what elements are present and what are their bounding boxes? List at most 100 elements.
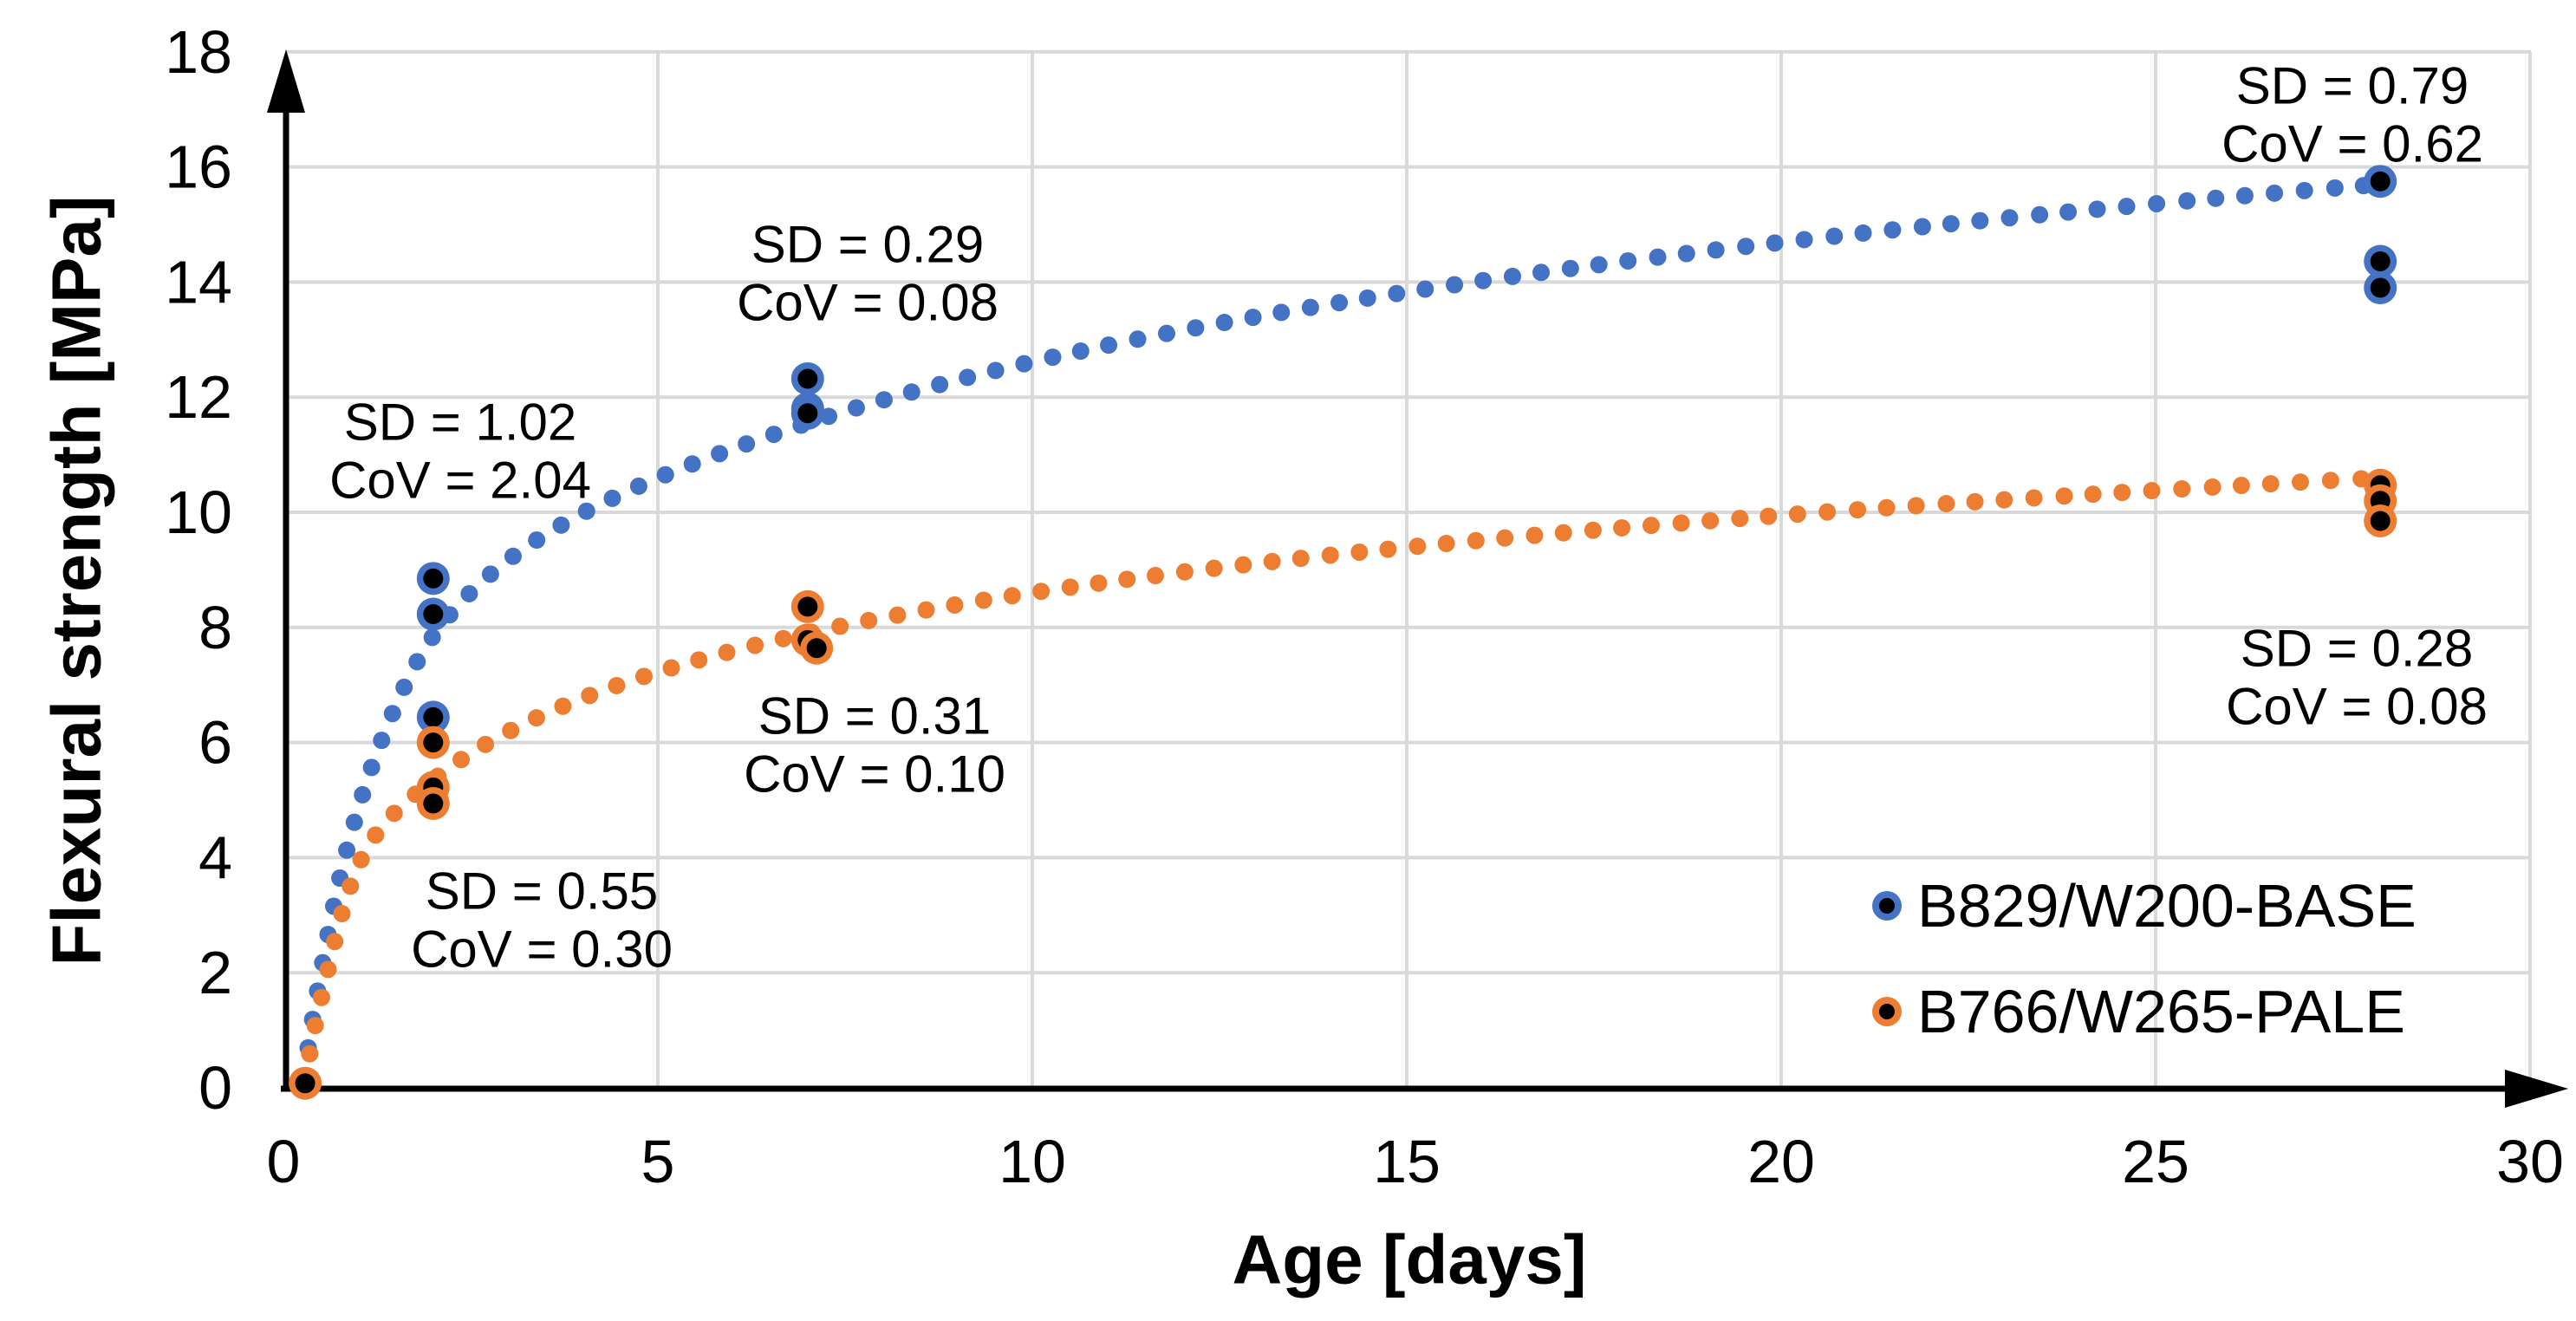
- data-point-marker-center: [423, 732, 444, 753]
- trendline-dot: [1590, 256, 1608, 274]
- trendline-dot: [662, 659, 680, 677]
- trendline-dot: [1291, 550, 1310, 568]
- trendline-dot: [1503, 267, 1521, 285]
- trendline-dot: [527, 709, 545, 727]
- trendline-dot: [1995, 491, 2013, 509]
- trendline-dot: [1379, 540, 1397, 558]
- trendline-dot: [2295, 181, 2313, 199]
- trendline-dot: [504, 547, 522, 565]
- trendline-dot: [1446, 276, 1464, 294]
- annotation-sd-cov: SD = 1.02: [344, 394, 577, 452]
- trendline-dot: [354, 785, 372, 804]
- trendline-dot: [2173, 479, 2191, 498]
- trendline-dot: [1907, 497, 1925, 515]
- data-point-marker-center: [2370, 511, 2391, 531]
- trendline-dot: [1701, 511, 1720, 530]
- trendline-dot: [1613, 518, 1631, 537]
- trendline-dot: [1301, 298, 1319, 316]
- legend-marker-center: [1879, 1004, 1895, 1019]
- trendline-dot: [1321, 546, 1339, 564]
- trendline-dot: [1215, 314, 1233, 332]
- trendline-dot: [1760, 507, 1778, 525]
- trendline-dot: [1554, 524, 1572, 542]
- trendline-dot: [831, 617, 849, 635]
- x-tick-label: 30: [2496, 1128, 2564, 1195]
- trendline-dot: [554, 697, 572, 715]
- trendline-dot: [2059, 203, 2078, 221]
- trendline-dot: [581, 687, 599, 705]
- trendline-dot: [847, 399, 865, 417]
- trendline-dot: [860, 611, 878, 629]
- trendline-dot: [683, 455, 701, 473]
- trendline-dot: [1649, 248, 1667, 266]
- trendline-dot: [1825, 227, 1844, 245]
- annotation-sd-cov: CoV = 0.08: [2226, 678, 2488, 736]
- trendline-dot: [385, 804, 403, 823]
- trendline-dot: [1672, 514, 1690, 532]
- annotation-sd-cov: SD = 0.28: [2241, 620, 2474, 678]
- trendline-dot: [1416, 280, 1434, 298]
- data-point-marker-center: [423, 793, 444, 814]
- trendline-dot: [931, 375, 949, 394]
- trendline-dot: [1642, 517, 1660, 535]
- trendline-dot: [2326, 179, 2344, 197]
- trendline-dot: [1146, 567, 1164, 585]
- y-tick-label: 10: [165, 478, 232, 546]
- data-point-marker-center: [2370, 171, 2391, 192]
- trendline-dot: [2143, 482, 2161, 500]
- trendline-dot: [338, 841, 356, 859]
- y-tick-label: 18: [165, 18, 232, 86]
- trendline-dot: [1175, 563, 1194, 581]
- trendline-dot: [2084, 485, 2102, 504]
- trendline-dot: [1061, 578, 1079, 596]
- trendline-dot: [690, 651, 708, 669]
- trendline-dot: [1532, 264, 1551, 282]
- y-tick-label: 16: [165, 133, 232, 201]
- trendline-dot: [395, 678, 413, 696]
- trendline-dot: [577, 502, 595, 520]
- trendline-dot: [2261, 475, 2280, 493]
- trendline-dot: [917, 601, 935, 619]
- data-point-marker-center: [2370, 277, 2391, 298]
- annotation-sd-cov: CoV = 0.62: [2221, 115, 2483, 173]
- data-point-marker-center: [423, 568, 444, 589]
- legend-label: B766/W265-PALE: [1917, 978, 2405, 1045]
- trendline-dot: [1272, 303, 1291, 322]
- y-axis-arrowhead: [267, 49, 305, 113]
- trendline-dot: [1877, 498, 1896, 517]
- trendline-dot: [1854, 224, 1872, 242]
- trendline-dot: [1966, 492, 1984, 511]
- data-point-marker-center: [806, 638, 827, 659]
- trendline-dot: [1234, 556, 1252, 574]
- legend-label: B829/W200-BASE: [1917, 872, 2417, 940]
- trendline-dot: [1015, 355, 1033, 373]
- trendline-dot: [1187, 319, 1205, 337]
- trendline-dot: [1129, 330, 1147, 348]
- trendline-dot: [460, 584, 478, 602]
- trendline-dot: [1205, 559, 1223, 577]
- trendline-dot: [1388, 284, 1406, 303]
- y-tick-label: 14: [165, 248, 232, 316]
- trendline-dot: [764, 426, 783, 444]
- x-axis-arrowhead: [2505, 1070, 2568, 1108]
- trendline-dot: [1467, 531, 1485, 550]
- trendline-dot: [502, 721, 520, 739]
- trendline-dot: [1818, 503, 1837, 521]
- trendline-dot: [1561, 259, 1579, 277]
- trendline-dot: [1474, 271, 1493, 290]
- trendline-dot: [1350, 543, 1369, 561]
- trendline-dot: [383, 705, 401, 723]
- trendline-dot: [319, 960, 337, 979]
- trendline-dot: [1619, 251, 1637, 270]
- trendline-dot: [2235, 186, 2254, 205]
- trendline-dot: [1118, 570, 1136, 589]
- trendline-dot: [306, 1017, 324, 1035]
- trendline-dot: [2117, 198, 2136, 216]
- trendline-dot: [312, 988, 330, 1006]
- legend-marker-center: [1879, 898, 1895, 914]
- annotation-sd-cov: SD = 0.79: [2236, 57, 2469, 115]
- annotation-sd-cov: SD = 0.31: [758, 687, 992, 745]
- x-tick-label: 10: [999, 1128, 1066, 1195]
- y-tick-label: 0: [198, 1054, 232, 1122]
